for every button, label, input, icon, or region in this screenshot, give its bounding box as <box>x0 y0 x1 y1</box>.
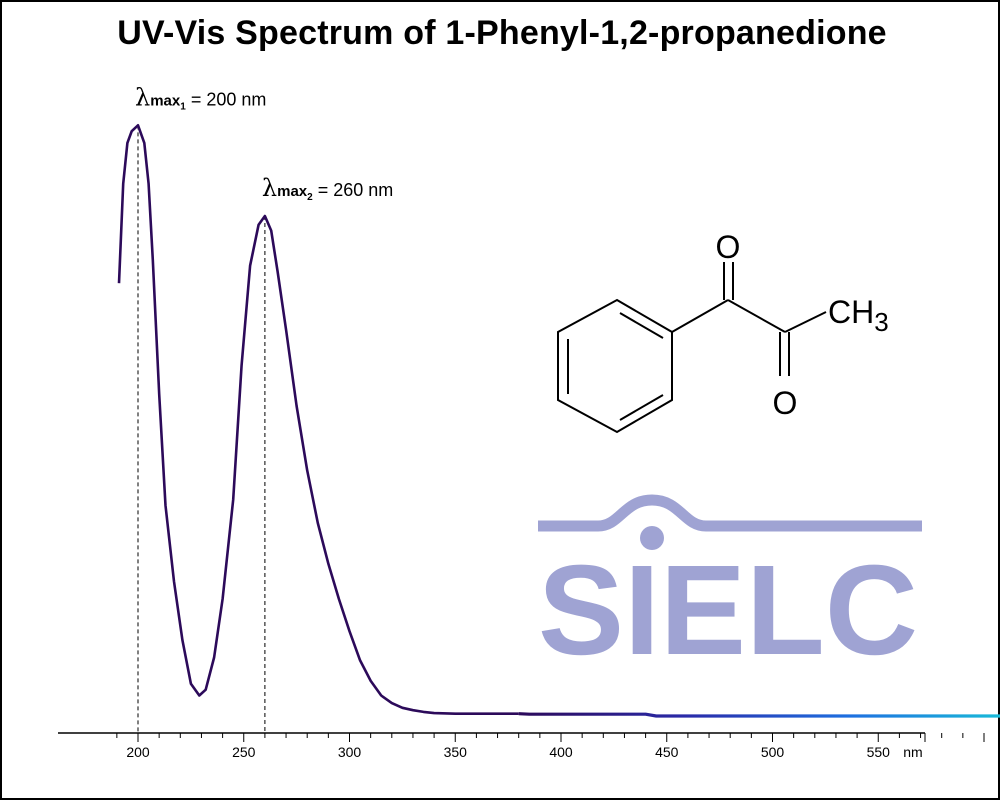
peak-label-index: 1 <box>180 101 186 112</box>
chemical-structure <box>557 262 827 434</box>
x-tick-label: 400 <box>549 744 573 760</box>
series-layer <box>117 124 1000 718</box>
x-tick-label: 450 <box>655 744 679 760</box>
atom-oxygen-top: O <box>716 229 741 265</box>
atom-methyl-main: CH <box>828 294 874 330</box>
benzene-ring <box>557 298 673 434</box>
peak-label-lambda: λ <box>262 174 277 202</box>
x-tick-label: 250 <box>232 744 256 760</box>
logo-wordmark: SIELC <box>538 539 918 682</box>
peak-label-max: max <box>277 183 308 200</box>
chart-title: UV-Vis Spectrum of 1-Phenyl-1,2-propaned… <box>117 14 887 52</box>
peak-label-index: 2 <box>307 192 313 203</box>
x-tick-label: 300 <box>338 744 362 760</box>
logo-dot <box>640 526 664 550</box>
x-tick-label: 550 <box>867 744 891 760</box>
logo-wave-line <box>538 494 922 532</box>
peak-label-value: = 260 nm <box>313 180 394 200</box>
atom-oxygen-bottom: O <box>773 385 798 421</box>
bond-methyl <box>784 311 827 333</box>
spectrum-line-uv <box>117 124 519 715</box>
structure-labels: O O CH3 <box>716 229 889 421</box>
peak-label-max: max <box>150 92 181 109</box>
atom-methyl-subscript: 3 <box>874 307 888 337</box>
x-tick-label: 350 <box>444 744 468 760</box>
x-tick-label: 500 <box>761 744 785 760</box>
peak-label: λmax2 = 260 nm <box>262 174 393 203</box>
bond-dione <box>727 299 786 333</box>
peak-label-value: = 200 nm <box>186 89 267 109</box>
x-tick-label: 200 <box>126 744 150 760</box>
bond-ring-carbonyl <box>671 299 729 333</box>
peak-label-lambda: λ <box>135 83 150 111</box>
ring-double-bond-2 <box>619 394 664 421</box>
x-axis: 200 250 300 350 400 450 500 550 nm <box>58 732 985 760</box>
ring-double-bond-1 <box>619 312 664 339</box>
peak-markers <box>137 125 266 733</box>
spectrum-line-visible <box>518 712 1000 718</box>
atom-methyl: CH3 <box>828 294 889 337</box>
sielc-logo: SIELC <box>538 494 922 682</box>
peak-label: λmax1 = 200 nm <box>135 83 266 112</box>
x-unit-label: nm <box>903 744 922 760</box>
